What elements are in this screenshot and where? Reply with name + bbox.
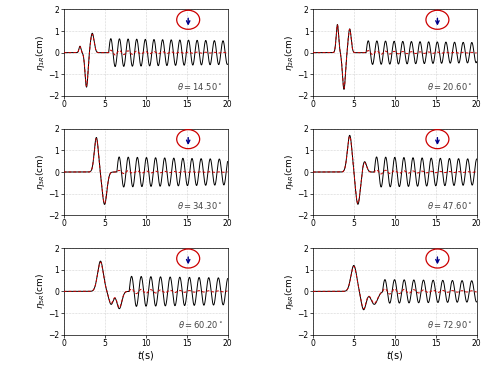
Text: $\theta=34.30^\circ$: $\theta=34.30^\circ$ (177, 200, 222, 211)
Y-axis label: $\eta_{6R}$(cm): $\eta_{6R}$(cm) (283, 273, 296, 309)
Y-axis label: $\eta_{2R}$(cm): $\eta_{2R}$(cm) (283, 35, 296, 71)
Text: $\theta=60.20^\circ$: $\theta=60.20^\circ$ (178, 319, 222, 330)
Y-axis label: $\eta_{5R}$(cm): $\eta_{5R}$(cm) (34, 273, 47, 309)
Y-axis label: $\eta_{3R}$(cm): $\eta_{3R}$(cm) (34, 154, 47, 190)
Y-axis label: $\eta_{4R}$(cm): $\eta_{4R}$(cm) (283, 154, 296, 190)
X-axis label: $t$(s): $t$(s) (137, 349, 154, 362)
Y-axis label: $\eta_{1R}$(cm): $\eta_{1R}$(cm) (34, 35, 47, 71)
Text: $\theta=47.60^\circ$: $\theta=47.60^\circ$ (426, 200, 471, 211)
Text: $\theta=72.90^\circ$: $\theta=72.90^\circ$ (426, 319, 471, 330)
Text: $\theta=20.60^\circ$: $\theta=20.60^\circ$ (426, 80, 471, 92)
Text: $\theta=14.50^\circ$: $\theta=14.50^\circ$ (177, 80, 222, 92)
X-axis label: $t$(s): $t$(s) (385, 349, 403, 362)
